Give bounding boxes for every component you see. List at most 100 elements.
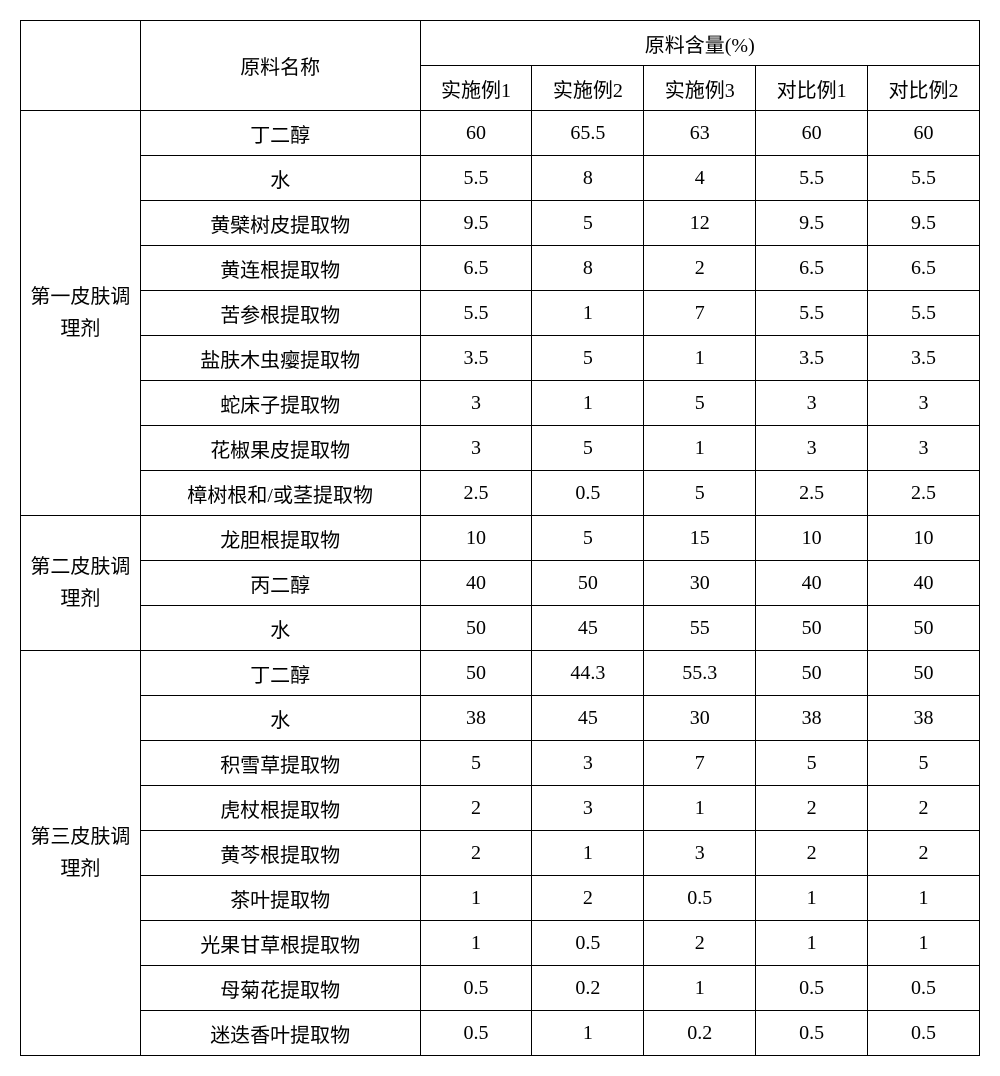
value-cell: 0.5	[420, 966, 532, 1011]
header-row-1: 原料名称 原料含量(%)	[21, 21, 980, 66]
table-row: 茶叶提取物120.511	[21, 876, 980, 921]
table-row: 水3845303838	[21, 696, 980, 741]
table-row: 盐肤木虫瘿提取物3.5513.53.5	[21, 336, 980, 381]
table-row: 光果甘草根提取物10.5211	[21, 921, 980, 966]
value-cell: 7	[644, 291, 756, 336]
value-cell: 30	[644, 561, 756, 606]
value-cell: 2	[644, 921, 756, 966]
value-cell: 5	[756, 741, 868, 786]
ingredient-name: 苦参根提取物	[140, 291, 420, 336]
col-header-4: 对比例1	[756, 66, 868, 111]
ingredient-name: 丁二醇	[140, 651, 420, 696]
value-cell: 6.5	[420, 246, 532, 291]
ingredient-name: 母菊花提取物	[140, 966, 420, 1011]
ingredient-name: 黄芩根提取物	[140, 831, 420, 876]
value-cell: 2.5	[420, 471, 532, 516]
value-cell: 3	[868, 381, 980, 426]
value-cell: 3.5	[756, 336, 868, 381]
value-cell: 2.5	[756, 471, 868, 516]
value-cell: 1	[756, 921, 868, 966]
value-cell: 2	[532, 876, 644, 921]
value-cell: 5	[532, 201, 644, 246]
table-row: 樟树根和/或茎提取物2.50.552.52.5	[21, 471, 980, 516]
value-cell: 60	[420, 111, 532, 156]
ingredient-name: 水	[140, 696, 420, 741]
value-cell: 5.5	[420, 291, 532, 336]
ingredient-name: 丙二醇	[140, 561, 420, 606]
value-cell: 0.5	[868, 1011, 980, 1056]
value-cell: 1	[532, 381, 644, 426]
value-cell: 2	[868, 786, 980, 831]
value-cell: 1	[420, 921, 532, 966]
value-cell: 5	[644, 471, 756, 516]
value-cell: 10	[868, 516, 980, 561]
content-header: 原料含量(%)	[420, 21, 979, 66]
ingredient-name: 黄檗树皮提取物	[140, 201, 420, 246]
ingredient-name: 积雪草提取物	[140, 741, 420, 786]
value-cell: 1	[644, 336, 756, 381]
group-header: 第二皮肤调理剂	[21, 516, 141, 651]
value-cell: 0.5	[532, 921, 644, 966]
value-cell: 2.5	[868, 471, 980, 516]
value-cell: 40	[868, 561, 980, 606]
value-cell: 5.5	[420, 156, 532, 201]
ingredient-name: 花椒果皮提取物	[140, 426, 420, 471]
value-cell: 50	[756, 651, 868, 696]
value-cell: 0.5	[756, 966, 868, 1011]
ingredient-name: 龙胆根提取物	[140, 516, 420, 561]
ingredient-name: 蛇床子提取物	[140, 381, 420, 426]
value-cell: 50	[756, 606, 868, 651]
table-row: 蛇床子提取物31533	[21, 381, 980, 426]
value-cell: 3	[420, 426, 532, 471]
value-cell: 50	[420, 606, 532, 651]
value-cell: 60	[756, 111, 868, 156]
value-cell: 3	[756, 426, 868, 471]
value-cell: 2	[644, 246, 756, 291]
value-cell: 6.5	[868, 246, 980, 291]
table-row: 黄檗树皮提取物9.55129.59.5	[21, 201, 980, 246]
value-cell: 8	[532, 156, 644, 201]
value-cell: 2	[868, 831, 980, 876]
value-cell: 5.5	[756, 156, 868, 201]
value-cell: 9.5	[420, 201, 532, 246]
value-cell: 0.2	[644, 1011, 756, 1056]
table-row: 母菊花提取物0.50.210.50.5	[21, 966, 980, 1011]
value-cell: 7	[644, 741, 756, 786]
value-cell: 9.5	[868, 201, 980, 246]
value-cell: 40	[756, 561, 868, 606]
value-cell: 3	[420, 381, 532, 426]
value-cell: 5.5	[756, 291, 868, 336]
group-header: 第一皮肤调理剂	[21, 111, 141, 516]
value-cell: 10	[756, 516, 868, 561]
ingredient-name: 迷迭香叶提取物	[140, 1011, 420, 1056]
table-body: 第一皮肤调理剂丁二醇6065.5636060水5.5845.55.5黄檗树皮提取…	[21, 111, 980, 1056]
value-cell: 5	[532, 516, 644, 561]
value-cell: 1	[756, 876, 868, 921]
table-row: 积雪草提取物53755	[21, 741, 980, 786]
value-cell: 44.3	[532, 651, 644, 696]
value-cell: 2	[420, 786, 532, 831]
value-cell: 1	[532, 291, 644, 336]
value-cell: 1	[868, 921, 980, 966]
value-cell: 0.5	[756, 1011, 868, 1056]
table-row: 水5.5845.55.5	[21, 156, 980, 201]
col-header-5: 对比例2	[868, 66, 980, 111]
value-cell: 1	[644, 426, 756, 471]
value-cell: 6.5	[756, 246, 868, 291]
name-col-header: 原料名称	[140, 21, 420, 111]
table-row: 迷迭香叶提取物0.510.20.50.5	[21, 1011, 980, 1056]
value-cell: 5.5	[868, 156, 980, 201]
table-row: 第二皮肤调理剂龙胆根提取物105151010	[21, 516, 980, 561]
value-cell: 5	[532, 336, 644, 381]
table-row: 第一皮肤调理剂丁二醇6065.5636060	[21, 111, 980, 156]
value-cell: 3	[868, 426, 980, 471]
value-cell: 40	[420, 561, 532, 606]
table-row: 苦参根提取物5.5175.55.5	[21, 291, 980, 336]
value-cell: 3.5	[420, 336, 532, 381]
value-cell: 9.5	[756, 201, 868, 246]
table-row: 丙二醇4050304040	[21, 561, 980, 606]
value-cell: 5	[868, 741, 980, 786]
ingredient-name: 水	[140, 156, 420, 201]
table-row: 花椒果皮提取物35133	[21, 426, 980, 471]
blank-header	[21, 21, 141, 111]
